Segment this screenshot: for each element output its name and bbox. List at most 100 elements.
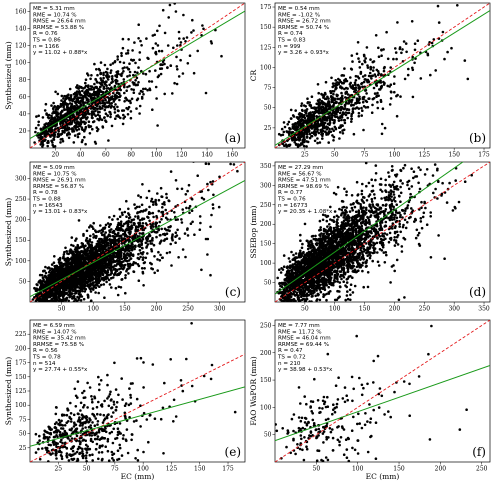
data-point [47, 116, 51, 120]
data-point [333, 120, 336, 124]
data-point [386, 57, 390, 61]
data-point [141, 210, 145, 213]
data-point [68, 102, 72, 105]
data-point [337, 102, 341, 105]
data-point [121, 37, 125, 41]
data-point [67, 131, 70, 134]
data-point [395, 57, 398, 61]
data-point [362, 128, 365, 132]
data-point [85, 88, 89, 92]
data-point [100, 240, 103, 244]
data-point [302, 115, 306, 119]
data-point [152, 243, 156, 247]
data-point [70, 105, 74, 108]
data-point [116, 105, 119, 109]
data-point [61, 115, 64, 118]
data-point [118, 215, 122, 218]
data-point [353, 87, 356, 90]
data-point [124, 96, 128, 100]
data-point [110, 124, 114, 128]
data-point [107, 278, 111, 282]
data-point [157, 198, 161, 202]
data-point [80, 99, 84, 102]
data-point [138, 232, 142, 235]
data-point [173, 81, 176, 85]
data-point [174, 10, 178, 13]
data-point [83, 122, 87, 125]
data-point [380, 54, 383, 57]
data-point [317, 103, 321, 106]
data-point [174, 231, 178, 234]
data-point [358, 66, 362, 69]
data-point [86, 296, 90, 299]
data-point [309, 124, 313, 128]
data-point [76, 135, 80, 139]
data-point [104, 112, 108, 115]
data-point [36, 283, 39, 287]
data-point [158, 24, 161, 28]
data-point [331, 127, 334, 131]
data-point [111, 234, 115, 238]
data-point [302, 131, 306, 135]
data-point [86, 116, 89, 119]
data-point [313, 139, 317, 143]
data-point [114, 117, 117, 120]
data-point [149, 225, 153, 228]
data-point [148, 69, 151, 73]
data-point [93, 284, 97, 287]
data-point [200, 196, 204, 200]
data-point [87, 84, 90, 87]
data-point [132, 58, 136, 62]
data-point [86, 90, 89, 94]
data-point [122, 109, 126, 112]
data-point [220, 54, 223, 58]
data-point [98, 68, 101, 72]
data-point [321, 137, 324, 140]
data-point [209, 225, 212, 229]
data-point [51, 143, 54, 147]
data-point [303, 119, 306, 122]
data-point [62, 255, 65, 258]
data-point [107, 246, 110, 250]
data-point [411, 95, 415, 99]
data-point [103, 108, 107, 112]
data-point [138, 58, 141, 61]
data-point [144, 87, 147, 91]
data-point [94, 103, 97, 106]
data-point [326, 116, 329, 119]
data-point [139, 239, 142, 243]
data-point [65, 250, 68, 253]
data-point [105, 275, 108, 278]
data-point [83, 248, 87, 252]
data-point [57, 292, 61, 295]
data-point [113, 111, 117, 114]
data-point [338, 131, 342, 134]
data-point [137, 252, 140, 256]
data-point [104, 70, 108, 74]
data-point [44, 129, 48, 133]
data-point [136, 97, 140, 100]
data-point [280, 127, 284, 131]
data-point [166, 66, 169, 69]
data-point [81, 279, 84, 282]
data-point [181, 208, 184, 211]
data-point [73, 248, 77, 251]
data-point [93, 82, 96, 86]
data-point [54, 299, 58, 302]
data-point [176, 44, 179, 47]
data-point [132, 91, 136, 94]
data-point [72, 141, 76, 144]
data-point [137, 23, 140, 27]
data-point [364, 99, 368, 103]
data-point [79, 273, 83, 277]
data-point [44, 297, 47, 301]
data-point [84, 142, 87, 146]
data-point [377, 55, 381, 58]
data-point [179, 41, 183, 44]
data-point [165, 192, 168, 196]
data-point [331, 100, 334, 103]
data-point [207, 162, 211, 166]
data-point [39, 128, 43, 131]
data-point [211, 180, 215, 183]
data-point [371, 60, 375, 64]
